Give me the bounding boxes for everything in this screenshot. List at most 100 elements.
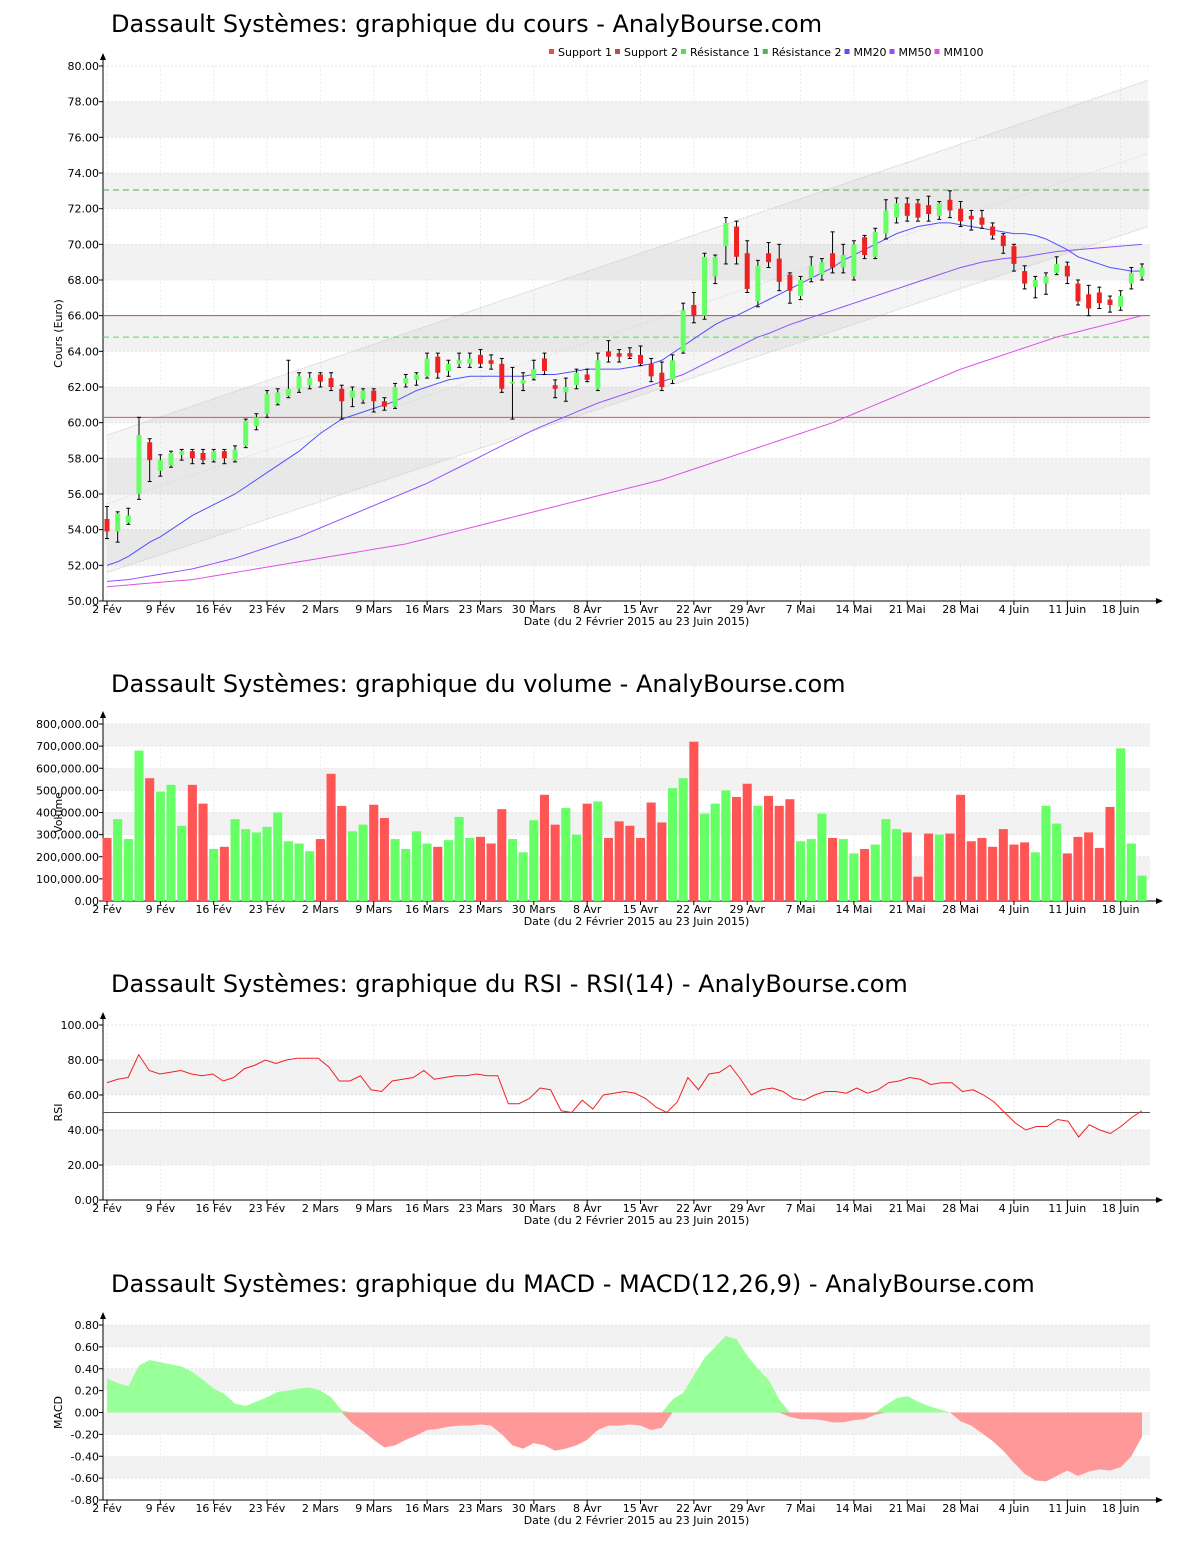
x-tick-label: 9 Fév xyxy=(146,903,176,916)
channel-upper-line xyxy=(106,79,1149,436)
candle-body xyxy=(712,256,718,277)
x-axis-title: Date (du 2 Février 2015 au 23 Juin 2015) xyxy=(524,615,750,628)
candle-body xyxy=(691,304,697,316)
candle-body xyxy=(168,452,174,466)
volume-bar xyxy=(1116,748,1126,901)
macd-chart-title: Dassault Systèmes: graphique du MACD - M… xyxy=(111,1270,1035,1298)
grid-band xyxy=(103,529,1150,566)
x-tick-label: 14 Mai xyxy=(836,1202,873,1215)
x-tick-label: 23 Mars xyxy=(458,1202,502,1215)
volume-bar xyxy=(1094,847,1104,901)
legend-swatch xyxy=(762,49,768,54)
volume-bar xyxy=(988,846,998,901)
volume-bar xyxy=(561,808,571,901)
candle-body xyxy=(360,390,366,400)
candle-body xyxy=(680,310,686,352)
y-tick-label: 800,000.00 xyxy=(36,718,99,731)
volume-bar xyxy=(1084,832,1094,901)
x-tick-label: 23 Mars xyxy=(458,1502,502,1515)
volume-bar xyxy=(497,809,507,901)
candle-body xyxy=(883,210,889,234)
volume-bar xyxy=(785,799,795,901)
candle-body xyxy=(1011,246,1017,264)
candle-body xyxy=(1096,292,1102,304)
x-tick-label: 18 Juin xyxy=(1102,903,1140,916)
y-axis-arrow xyxy=(100,711,106,718)
candle-body xyxy=(1128,272,1134,284)
volume-bar xyxy=(913,876,923,901)
grid-band xyxy=(103,315,1150,352)
x-axis-arrow xyxy=(1156,1497,1163,1503)
y-tick-label: 74.00 xyxy=(68,167,100,180)
volume-bar xyxy=(518,852,528,901)
candle-body xyxy=(232,449,238,461)
volume-bar xyxy=(177,825,187,901)
x-tick-label: 23 Fév xyxy=(249,1202,286,1215)
x-tick-label: 9 Mars xyxy=(355,603,392,616)
legend-label: Support 1 xyxy=(558,46,612,59)
x-tick-label: 30 Mars xyxy=(512,1202,556,1215)
candle-body xyxy=(136,435,142,494)
grid-band xyxy=(103,1368,1150,1391)
y-tick-label: 0.00 xyxy=(75,895,100,908)
candle-body xyxy=(349,390,355,398)
x-tick-label: 15 Avr xyxy=(623,1502,659,1515)
x-axis-arrow xyxy=(1156,1197,1163,1203)
y-tick-label: 60.00 xyxy=(68,417,100,430)
x-axis-arrow xyxy=(1156,598,1163,604)
x-tick-label: 2 Mars xyxy=(302,603,339,616)
volume-bar xyxy=(721,790,731,901)
volume-bar xyxy=(657,822,667,901)
y-tick-label: -0.60 xyxy=(71,1472,99,1485)
volume-bar xyxy=(209,849,219,901)
x-tick-label: 29 Avr xyxy=(730,1502,766,1515)
price-chart-title: Dassault Systèmes: graphique du cours - … xyxy=(111,10,823,38)
candle-body xyxy=(520,379,526,384)
grid-band xyxy=(103,173,1150,209)
legend-label: Résistance 2 xyxy=(772,46,842,59)
x-tick-label: 16 Mars xyxy=(405,1502,449,1515)
x-tick-label: 9 Mars xyxy=(355,1502,392,1515)
legend-swatch xyxy=(844,49,850,54)
volume-bar xyxy=(390,839,400,901)
legend-swatch xyxy=(934,49,940,54)
x-tick-label: 11 Juin xyxy=(1048,603,1086,616)
volume-panel: Dassault Systèmes: graphique du volume -… xyxy=(0,660,1200,940)
candle-body xyxy=(435,356,441,373)
candle-body xyxy=(819,262,825,275)
x-tick-label: 2 Mars xyxy=(302,1202,339,1215)
volume-bar xyxy=(614,821,624,901)
x-tick-label: 9 Mars xyxy=(355,1202,392,1215)
candle-body xyxy=(157,460,163,471)
y-tick-label: 72.00 xyxy=(68,203,100,216)
x-tick-label: 16 Fév xyxy=(195,603,232,616)
x-tick-label: 22 Avr xyxy=(676,603,712,616)
y-tick-label: 50.00 xyxy=(68,595,100,608)
x-tick-label: 16 Mars xyxy=(405,903,449,916)
volume-bar xyxy=(902,832,912,901)
y-tick-label: 0.00 xyxy=(75,1194,100,1207)
x-tick-label: 11 Juin xyxy=(1048,1502,1086,1515)
y-tick-label: 600,000.00 xyxy=(36,762,99,775)
volume-bar xyxy=(764,795,774,901)
candle-body xyxy=(275,392,281,404)
y-tick-label: 100,000.00 xyxy=(36,873,99,886)
y-tick-label: 80.00 xyxy=(68,1054,100,1067)
volume-bar xyxy=(1105,806,1115,901)
x-tick-label: 23 Fév xyxy=(249,903,286,916)
volume-bar xyxy=(828,837,838,901)
volume-bar xyxy=(358,824,368,901)
x-tick-label: 8 Avr xyxy=(573,1202,602,1215)
volume-bar xyxy=(454,816,464,901)
volume-bar xyxy=(198,803,208,901)
volume-bar xyxy=(230,819,240,901)
x-tick-label: 11 Juin xyxy=(1048,1202,1086,1215)
volume-bar xyxy=(849,853,859,901)
y-axis-arrow xyxy=(100,53,106,60)
volume-bar xyxy=(550,824,560,901)
x-tick-label: 21 Mai xyxy=(889,903,926,916)
candle-body xyxy=(616,353,622,357)
x-tick-label: 2 Mars xyxy=(302,903,339,916)
x-tick-label: 2 Mars xyxy=(302,1502,339,1515)
y-tick-label: -0.20 xyxy=(71,1428,99,1441)
